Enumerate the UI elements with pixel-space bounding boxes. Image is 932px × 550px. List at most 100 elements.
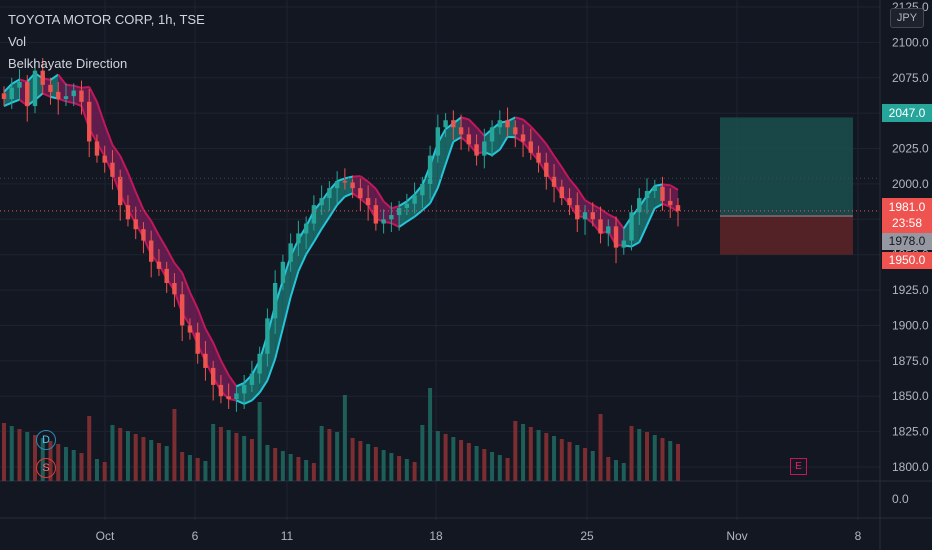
direction-band-lower xyxy=(421,202,431,212)
candle-body xyxy=(172,283,177,295)
direction-band-upper xyxy=(73,84,82,89)
candle-body xyxy=(466,134,472,145)
candle-body xyxy=(87,101,92,142)
direction-band-upper xyxy=(375,188,385,202)
x-tick-label: Oct xyxy=(96,529,115,543)
candle-body xyxy=(528,141,534,153)
split-marker[interactable]: S xyxy=(36,458,56,478)
volume-label[interactable]: Vol xyxy=(8,34,27,49)
volume-bar xyxy=(25,432,30,481)
volume-bar xyxy=(567,442,572,481)
direction-band-upper xyxy=(3,83,13,93)
direction-band-upper xyxy=(220,359,230,376)
candle-body xyxy=(513,127,518,135)
direction-band-lower xyxy=(406,215,416,223)
volume-bar xyxy=(280,451,285,481)
direction-band-lower xyxy=(413,209,423,218)
direction-band-upper xyxy=(150,220,160,236)
x-tick-label: 25 xyxy=(580,529,594,543)
candle-body xyxy=(365,198,371,206)
direction-band-lower xyxy=(491,148,501,157)
direction-band-upper xyxy=(576,187,586,201)
candle-body xyxy=(71,90,76,97)
volume-bar xyxy=(273,448,278,481)
direction-band-lower xyxy=(3,101,13,107)
y-tick-label: 1875.0 xyxy=(892,354,929,368)
direction-band-upper xyxy=(398,200,408,207)
direction-band-segment xyxy=(430,143,438,204)
volume-bar xyxy=(296,457,301,481)
direction-band-upper xyxy=(560,166,571,180)
direction-band-lower xyxy=(662,203,671,208)
candle-body xyxy=(303,223,309,234)
volume-bar xyxy=(257,402,262,481)
direction-band-upper xyxy=(615,217,625,230)
symbol-title[interactable]: TOYOTA MOTOR CORP, 1h, TSE xyxy=(8,12,205,27)
volume-bar xyxy=(412,462,417,481)
candle-body xyxy=(389,215,394,220)
direction-band-lower xyxy=(281,296,292,329)
direction-band-lower xyxy=(266,358,277,381)
direction-band-upper xyxy=(196,308,207,330)
volume-bar xyxy=(203,461,208,481)
volume-bar xyxy=(156,443,161,481)
volume-bar xyxy=(125,431,130,481)
candle-body xyxy=(381,219,386,224)
candle-body xyxy=(1,93,7,99)
earnings-marker[interactable]: E xyxy=(790,458,807,475)
direction-band-lower xyxy=(251,391,261,402)
candle-body xyxy=(520,134,526,142)
volume-bar xyxy=(149,440,154,481)
volume-bar xyxy=(614,460,619,481)
candle-body xyxy=(280,261,286,283)
volume-bar xyxy=(575,445,580,481)
direction-band-lower xyxy=(243,399,253,405)
currency-badge[interactable]: JPY xyxy=(890,8,924,28)
direction-band-upper xyxy=(468,118,478,128)
direction-band-upper xyxy=(344,175,353,180)
candle-body xyxy=(272,283,278,319)
candle-body xyxy=(288,243,293,262)
volume-bar xyxy=(559,439,564,481)
direction-band-segment xyxy=(499,121,508,150)
candle-body xyxy=(195,332,200,354)
candle-body xyxy=(110,162,115,177)
x-tick-label: 6 xyxy=(192,529,199,543)
volume-bar xyxy=(660,438,665,481)
candle-body xyxy=(497,120,503,128)
candle-body xyxy=(396,207,402,216)
volume-bar xyxy=(552,436,557,481)
volume-bar xyxy=(234,433,239,481)
candle-body xyxy=(458,127,464,135)
volume-bar xyxy=(2,423,6,481)
volume-bar xyxy=(94,459,99,481)
direction-band-upper xyxy=(568,178,579,190)
candle-body xyxy=(675,205,681,211)
candle-body xyxy=(358,188,363,199)
direction-band-upper xyxy=(127,172,137,193)
direction-band-upper xyxy=(103,124,114,146)
candle-body xyxy=(342,181,348,183)
y-tick-label: 1825.0 xyxy=(892,425,929,439)
volume-bar xyxy=(497,455,502,481)
indicator-label[interactable]: Belkhayate Direction xyxy=(8,56,128,71)
x-tick-label: 8 xyxy=(855,529,862,543)
volume-bar xyxy=(180,452,185,481)
dividend-marker[interactable]: D xyxy=(36,430,56,450)
candle-body xyxy=(296,233,301,244)
y-tick-label: 1900.0 xyxy=(892,318,929,332)
candle-body xyxy=(334,181,340,189)
direction-band-upper xyxy=(460,116,470,121)
direction-band-upper xyxy=(57,73,67,86)
direction-band-lower xyxy=(236,399,245,405)
direction-band-upper xyxy=(165,248,176,264)
volume-bar xyxy=(327,429,332,481)
volume-bar xyxy=(598,414,603,481)
volume-bar xyxy=(428,388,433,481)
direction-band-upper xyxy=(134,191,145,211)
volume-bar xyxy=(490,452,495,481)
direction-band-upper xyxy=(475,126,486,137)
candle-body xyxy=(56,91,61,99)
volume-bar xyxy=(9,426,14,481)
